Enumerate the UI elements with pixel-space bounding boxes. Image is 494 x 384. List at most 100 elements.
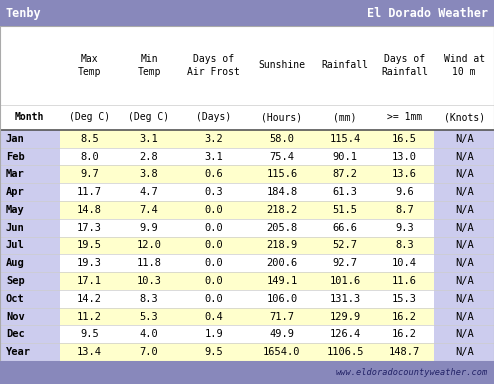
Bar	[315, 308, 375, 325]
Text: Year: Year	[6, 347, 31, 357]
Bar	[0, 26, 494, 130]
Text: 218.9: 218.9	[266, 240, 297, 250]
Bar	[248, 325, 315, 343]
Bar	[248, 254, 315, 272]
Text: 9.3: 9.3	[395, 223, 414, 233]
Bar	[119, 254, 179, 272]
Bar	[315, 325, 375, 343]
Text: N/A: N/A	[455, 311, 474, 321]
Text: 17.1: 17.1	[77, 276, 102, 286]
Text: Days of
Rainfall: Days of Rainfall	[381, 54, 428, 77]
Text: 8.7: 8.7	[395, 205, 414, 215]
Bar	[0, 308, 60, 325]
Text: Oct: Oct	[6, 294, 25, 304]
Text: 7.4: 7.4	[140, 205, 159, 215]
Text: Month: Month	[15, 113, 44, 122]
Bar	[248, 183, 315, 201]
Bar	[119, 130, 179, 148]
Text: 0.0: 0.0	[205, 276, 223, 286]
Text: 16.2: 16.2	[392, 311, 417, 321]
Bar	[0, 183, 60, 201]
Bar	[60, 237, 119, 254]
Bar	[315, 130, 375, 148]
Bar	[434, 237, 494, 254]
Bar	[434, 272, 494, 290]
Text: 0.0: 0.0	[205, 258, 223, 268]
Bar	[0, 237, 60, 254]
Bar	[315, 290, 375, 308]
Bar	[315, 219, 375, 237]
Text: 184.8: 184.8	[266, 187, 297, 197]
Text: 0.6: 0.6	[205, 169, 223, 179]
Text: 92.7: 92.7	[332, 258, 358, 268]
Text: 19.3: 19.3	[77, 258, 102, 268]
Bar	[315, 237, 375, 254]
Text: 3.1: 3.1	[205, 152, 223, 162]
Bar	[0, 290, 60, 308]
Bar	[248, 201, 315, 219]
Text: (Deg C): (Deg C)	[128, 113, 169, 122]
Text: N/A: N/A	[455, 258, 474, 268]
Bar	[60, 325, 119, 343]
Text: N/A: N/A	[455, 347, 474, 357]
Bar	[60, 201, 119, 219]
Bar	[375, 201, 434, 219]
Bar	[119, 183, 179, 201]
Bar	[0, 130, 60, 148]
Text: 15.3: 15.3	[392, 294, 417, 304]
Text: N/A: N/A	[455, 152, 474, 162]
Text: 200.6: 200.6	[266, 258, 297, 268]
Bar	[375, 254, 434, 272]
Text: May: May	[6, 205, 25, 215]
Text: 148.7: 148.7	[389, 347, 420, 357]
Text: 11.7: 11.7	[77, 187, 102, 197]
Bar	[0, 325, 60, 343]
Text: 126.4: 126.4	[329, 329, 361, 339]
Text: 3.1: 3.1	[140, 134, 159, 144]
Bar	[0, 272, 60, 290]
Bar	[179, 325, 248, 343]
Text: 205.8: 205.8	[266, 223, 297, 233]
Text: 13.6: 13.6	[392, 169, 417, 179]
Text: 16.2: 16.2	[392, 329, 417, 339]
Bar	[179, 130, 248, 148]
Bar	[179, 343, 248, 361]
Bar	[179, 237, 248, 254]
Text: Sep: Sep	[6, 276, 25, 286]
Bar	[248, 237, 315, 254]
Text: Wind at
10 m: Wind at 10 m	[444, 54, 485, 77]
Bar	[248, 272, 315, 290]
Text: (Knots): (Knots)	[444, 113, 485, 122]
Bar	[179, 290, 248, 308]
Text: 19.5: 19.5	[77, 240, 102, 250]
Bar	[119, 325, 179, 343]
Text: 115.6: 115.6	[266, 169, 297, 179]
Text: N/A: N/A	[455, 329, 474, 339]
Bar	[60, 166, 119, 183]
Text: N/A: N/A	[455, 169, 474, 179]
Bar	[60, 219, 119, 237]
Bar	[375, 325, 434, 343]
Bar	[434, 130, 494, 148]
Bar	[119, 308, 179, 325]
Bar	[119, 290, 179, 308]
Text: Jan: Jan	[6, 134, 25, 144]
Bar	[0, 166, 60, 183]
Bar	[0, 201, 60, 219]
Text: 8.3: 8.3	[395, 240, 414, 250]
Text: >= 1mm: >= 1mm	[387, 113, 422, 122]
Text: N/A: N/A	[455, 240, 474, 250]
Bar	[434, 148, 494, 166]
Text: (Deg C): (Deg C)	[69, 113, 110, 122]
Text: 16.5: 16.5	[392, 134, 417, 144]
Text: 1.9: 1.9	[205, 329, 223, 339]
Text: 14.2: 14.2	[77, 294, 102, 304]
Text: 8.5: 8.5	[80, 134, 99, 144]
Bar	[375, 343, 434, 361]
Text: 218.2: 218.2	[266, 205, 297, 215]
Text: 4.7: 4.7	[140, 187, 159, 197]
Bar	[60, 148, 119, 166]
Text: Aug: Aug	[6, 258, 25, 268]
Text: 49.9: 49.9	[269, 329, 294, 339]
Text: 11.8: 11.8	[136, 258, 162, 268]
